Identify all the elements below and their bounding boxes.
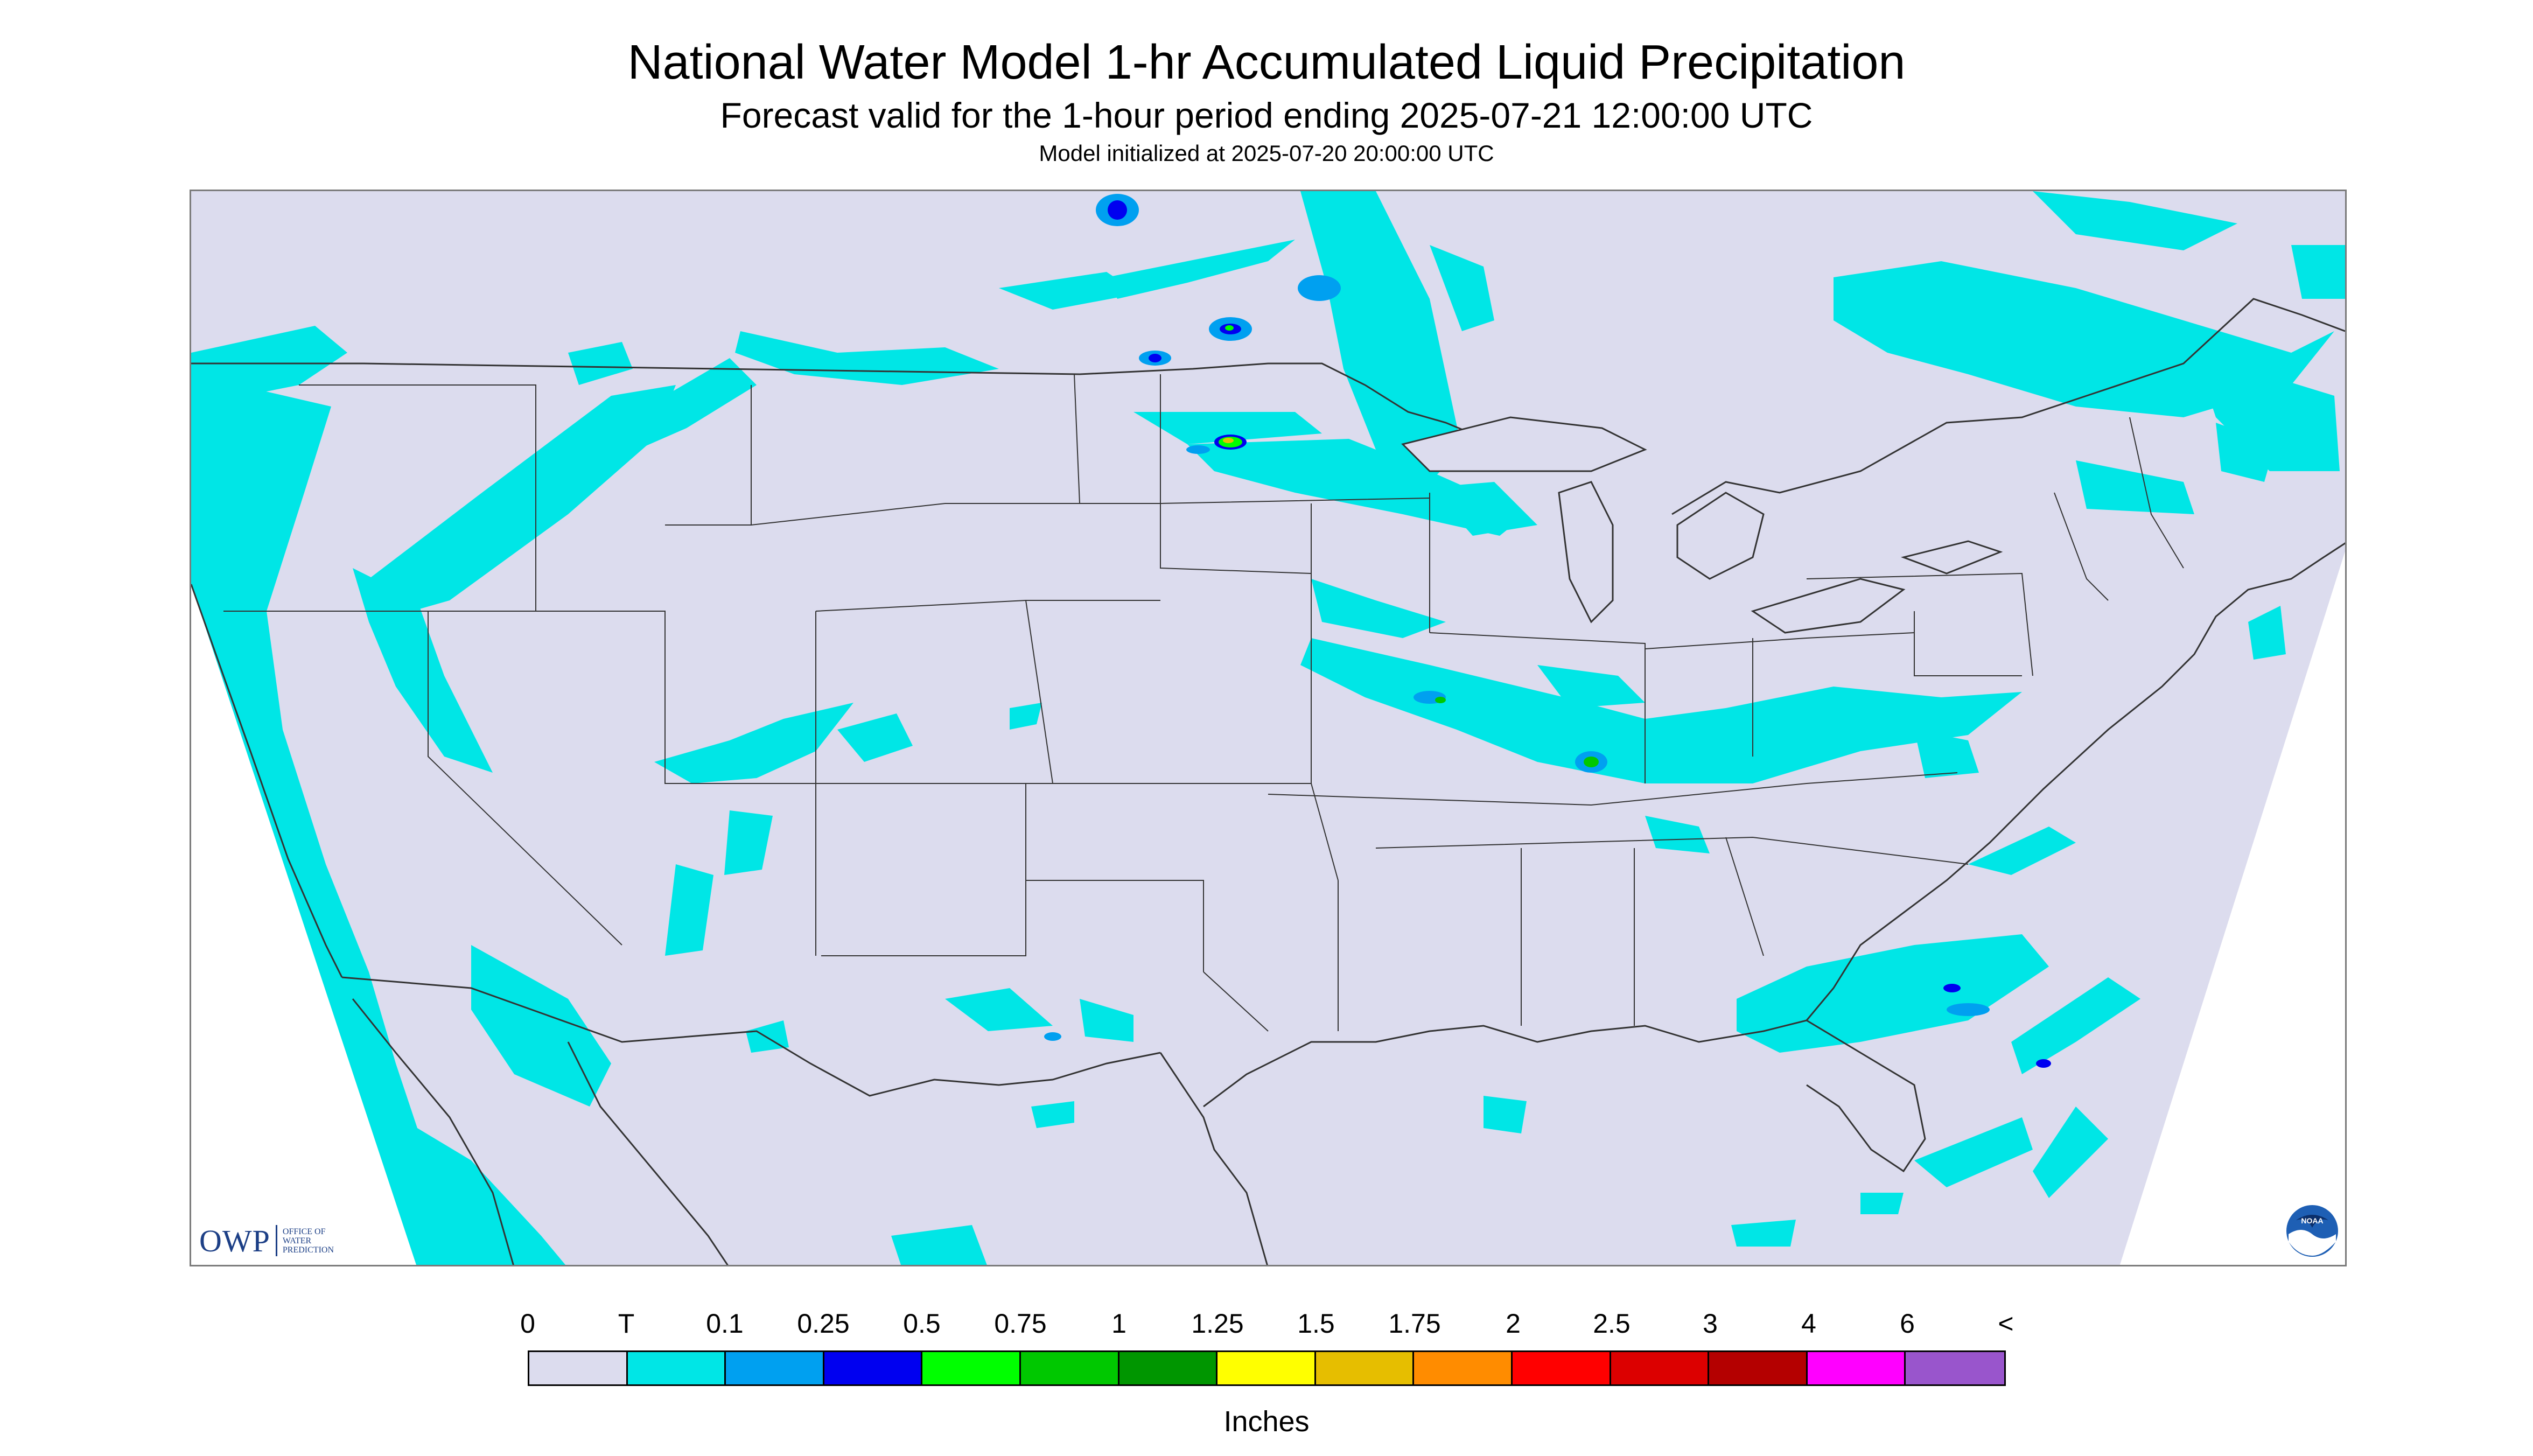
legend-swatch	[1119, 1352, 1218, 1384]
legend-tick-label: 0.5	[903, 1308, 941, 1339]
precip-area-southeast	[1484, 827, 2140, 1247]
forecast-valid-subtitle: Forecast valid for the 1-hour period end…	[720, 95, 1813, 135]
precipitation-map	[190, 190, 2347, 1266]
legend-swatch	[1316, 1352, 1415, 1384]
map-title: National Water Model 1-hr Accumulated Li…	[627, 36, 1906, 89]
legend-tick-label: 0	[520, 1308, 535, 1339]
owp-subtitle: OFFICE OF WATER PREDICTION	[283, 1227, 334, 1255]
state-boundaries	[223, 374, 2184, 1032]
precip-area-pacific	[191, 326, 611, 1265]
legend-tick-label: T	[618, 1308, 635, 1339]
legend-tick-label: <	[1998, 1308, 2014, 1339]
legend-units: Inches	[1223, 1405, 1310, 1438]
legend-swatch	[529, 1352, 628, 1384]
legend-tick-label: 2.5	[1593, 1308, 1631, 1339]
legend-swatch	[627, 1352, 726, 1384]
legend-swatch	[1807, 1352, 1906, 1384]
legend-tick-label: 1.75	[1388, 1308, 1441, 1339]
legend-swatch	[1020, 1352, 1119, 1384]
legend-tick-label: 0.75	[994, 1308, 1047, 1339]
owp-divider	[275, 1225, 277, 1256]
precip-area-northern-plains	[999, 191, 1537, 536]
precip-area-southwest	[654, 703, 1133, 1265]
legend-tick-label: 3	[1703, 1308, 1718, 1339]
model-initialized-label: Model initialized at 2025-07-20 20:00:00…	[1039, 141, 1494, 166]
precip-area-eastern-canada	[1834, 191, 2345, 660]
legend-tick-label: 2	[1506, 1308, 1521, 1339]
legend-tick-label: 6	[1900, 1308, 1915, 1339]
precip-area-ohio-valley	[1300, 579, 2022, 853]
legend-swatch	[1414, 1352, 1513, 1384]
legend-swatch	[1611, 1352, 1710, 1384]
legend-tick-label: 1.5	[1297, 1308, 1335, 1339]
legend-swatch	[1709, 1352, 1808, 1384]
owp-line-1: OFFICE OF	[282, 1227, 326, 1236]
owp-line-3: PREDICTION	[282, 1245, 334, 1255]
legend-tick-label: 4	[1801, 1308, 1816, 1339]
legend-tick-label: 1.25	[1191, 1308, 1244, 1339]
legend-swatch	[1906, 1352, 2004, 1384]
legend-swatch	[1512, 1352, 1611, 1384]
noaa-logo: NOAA	[2285, 1204, 2339, 1258]
precipitation-legend: 0 T 0.1 0.25 0.5 0.75 1 1.25 1.5 1.75 2 2.5 3 4 6 <	[520, 1303, 2014, 1422]
owp-logo: OWP OFFICE OF WATER PREDICTION	[199, 1223, 334, 1258]
owp-wordmark: OWP	[199, 1223, 270, 1258]
legend-swatch	[824, 1352, 923, 1384]
precip-area-heavy-cores	[1044, 194, 2051, 1068]
legend-tick-label: 1	[1111, 1308, 1126, 1339]
legend-swatch	[1217, 1352, 1316, 1384]
legend-tick-label: 0.25	[797, 1308, 850, 1339]
noaa-text: NOAA	[2301, 1216, 2323, 1225]
map-canvas	[191, 191, 2345, 1265]
legend-swatch	[922, 1352, 1021, 1384]
great-lakes	[1401, 416, 2003, 634]
legend-swatch	[726, 1352, 824, 1384]
legend-colorbar	[528, 1350, 2006, 1386]
legend-tick-label: 0.1	[706, 1308, 744, 1339]
owp-line-2: WATER	[282, 1236, 312, 1245]
legend-labels: 0 T 0.1 0.25 0.5 0.75 1 1.25 1.5 1.75 2 2.5 3 4 6 <	[520, 1303, 2014, 1341]
